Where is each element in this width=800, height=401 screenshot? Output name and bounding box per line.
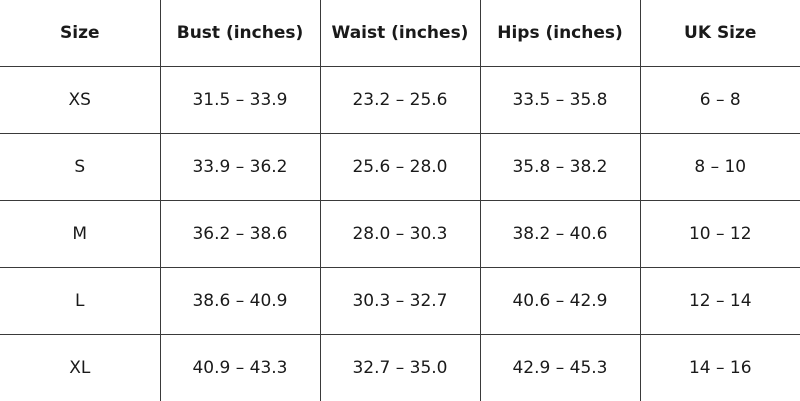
table-cell: 31.5 – 33.9 bbox=[160, 67, 320, 134]
table-cell: 40.9 – 43.3 bbox=[160, 335, 320, 401]
header-cell: Hips (inches) bbox=[480, 0, 640, 67]
table-cell: 23.2 – 25.6 bbox=[320, 67, 480, 134]
table-cell: 25.6 – 28.0 bbox=[320, 134, 480, 201]
table-cell: 10 – 12 bbox=[640, 201, 800, 268]
table-cell: 42.9 – 45.3 bbox=[480, 335, 640, 401]
header-cell: Size bbox=[0, 0, 160, 67]
table-cell: XS bbox=[0, 67, 160, 134]
table-cell: 28.0 – 30.3 bbox=[320, 201, 480, 268]
table-cell: S bbox=[0, 134, 160, 201]
table-cell: 36.2 – 38.6 bbox=[160, 201, 320, 268]
header-cell: Bust (inches) bbox=[160, 0, 320, 67]
header-cell: UK Size bbox=[640, 0, 800, 67]
table-cell: 33.5 – 35.8 bbox=[480, 67, 640, 134]
table-cell: 33.9 – 36.2 bbox=[160, 134, 320, 201]
table-cell: 32.7 – 35.0 bbox=[320, 335, 480, 401]
table-cell: 38.6 – 40.9 bbox=[160, 268, 320, 335]
table-cell: XL bbox=[0, 335, 160, 401]
table-cell: 38.2 – 40.6 bbox=[480, 201, 640, 268]
table-cell: 30.3 – 32.7 bbox=[320, 268, 480, 335]
table-cell: 35.8 – 38.2 bbox=[480, 134, 640, 201]
table-cell: 8 – 10 bbox=[640, 134, 800, 201]
table-cell: 14 – 16 bbox=[640, 335, 800, 401]
table-cell: 12 – 14 bbox=[640, 268, 800, 335]
table-cell: M bbox=[0, 201, 160, 268]
header-cell: Waist (inches) bbox=[320, 0, 480, 67]
table-cell: L bbox=[0, 268, 160, 335]
table-cell: 40.6 – 42.9 bbox=[480, 268, 640, 335]
table-cell: 6 – 8 bbox=[640, 67, 800, 134]
